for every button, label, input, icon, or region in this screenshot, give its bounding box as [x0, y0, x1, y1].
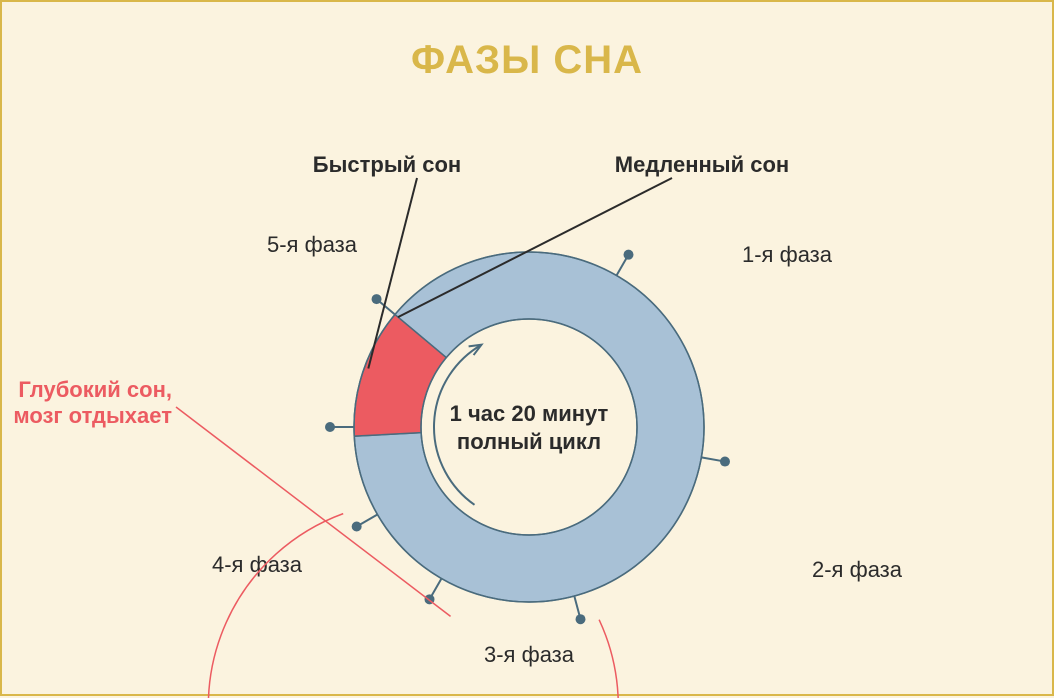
svg-text:Медленный сон: Медленный сон	[615, 152, 789, 177]
svg-text:мозг отдыхает: мозг отдыхает	[13, 403, 172, 428]
svg-text:5-я фаза: 5-я фаза	[267, 232, 358, 257]
svg-text:3-я фаза: 3-я фаза	[484, 642, 575, 667]
svg-text:1-я фаза: 1-я фаза	[742, 242, 833, 267]
svg-text:1 час 20 минут: 1 час 20 минут	[450, 401, 609, 426]
sleep-phases-chart: 1 час 20 минут полный цикл Быстрый сон Медл…	[2, 2, 1054, 698]
svg-text:Быстрый сон: Быстрый сон	[313, 152, 461, 177]
infographic-frame: ФАЗЫ СНА 1 час 20 минутполный циклБыстры…	[0, 0, 1054, 696]
svg-text:полный цикл: полный цикл	[457, 429, 601, 454]
svg-text:Глубокий сон,: Глубокий сон,	[18, 377, 172, 402]
svg-text:2-я фаза: 2-я фаза	[812, 557, 903, 582]
